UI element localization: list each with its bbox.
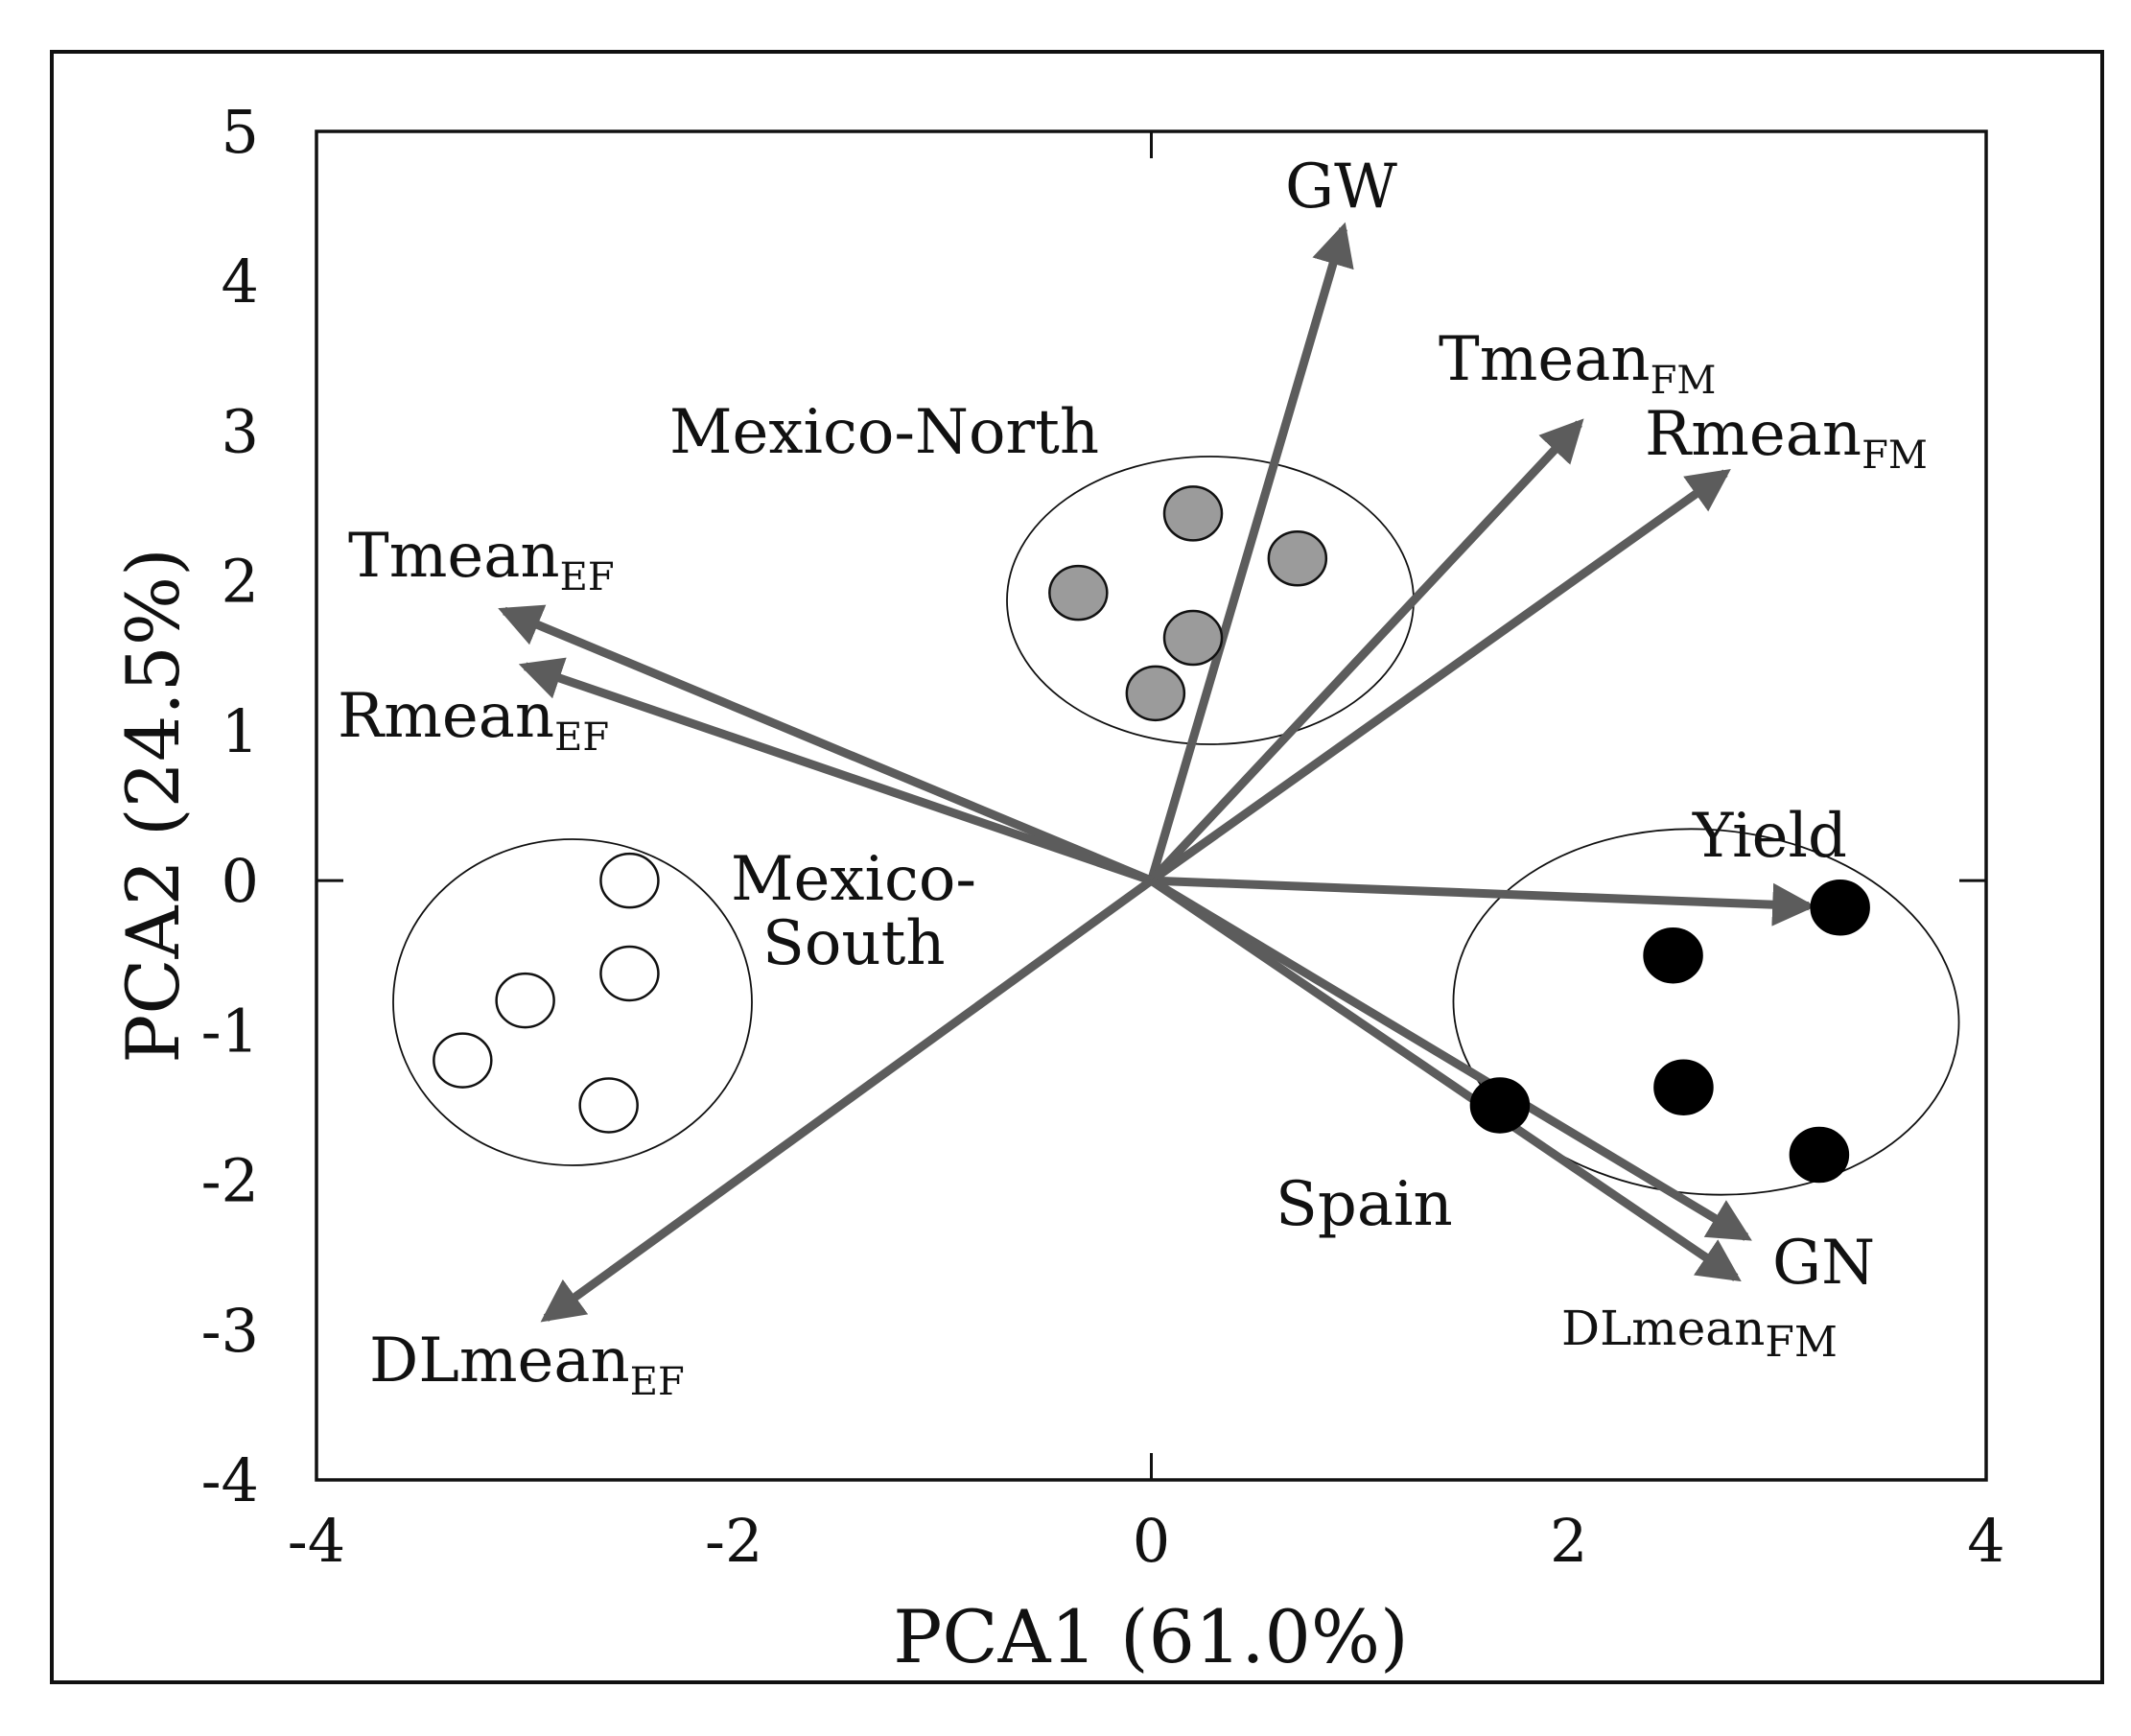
point-spain bbox=[1789, 1126, 1850, 1184]
point-spain bbox=[1653, 1059, 1714, 1115]
vector-labels: GW TmeanFM RmeanFM TmeanEF RmeanEF Yield… bbox=[338, 152, 1928, 1404]
vector-arrow-gn bbox=[1149, 877, 1752, 1241]
point-spain bbox=[1810, 879, 1870, 936]
y-tick-label: 1 bbox=[222, 696, 259, 766]
y-tick-label: -4 bbox=[201, 1445, 259, 1515]
vector-label-gn: GN bbox=[1772, 1228, 1875, 1299]
vector-label-gw: GW bbox=[1285, 152, 1397, 223]
x-tick-label: 2 bbox=[1550, 1506, 1587, 1576]
vector-label-rmean-ef: RmeanEF bbox=[338, 681, 609, 760]
x-tick-label: -2 bbox=[705, 1506, 762, 1576]
y-tick-labels: 5 4 3 2 1 0 -1 -2 -3 -4 bbox=[201, 97, 259, 1515]
vector-label-dlmean-fm: DLmeanFM bbox=[1561, 1301, 1838, 1367]
y-tick-label: -3 bbox=[201, 1296, 259, 1366]
y-tick-label: -1 bbox=[201, 996, 259, 1066]
figure-frame bbox=[50, 50, 2104, 1684]
vector-arrow-rmean-fm bbox=[1148, 469, 1731, 884]
vector-arrow-rmean-ef bbox=[518, 657, 1153, 885]
vector-label-tmean-fm: TmeanFM bbox=[1439, 324, 1716, 403]
x-tick-label: -4 bbox=[288, 1506, 345, 1576]
point-mexico-north bbox=[1162, 485, 1224, 542]
point-mexico-south bbox=[495, 972, 555, 1029]
point-mexico-north bbox=[1048, 564, 1109, 622]
label-spain: Spain bbox=[1276, 1169, 1453, 1240]
label-mexico-north: Mexico-North bbox=[669, 397, 1099, 468]
y-tick-label: 4 bbox=[222, 246, 259, 317]
zero-ticks bbox=[316, 131, 1986, 1480]
vector-arrow-tmean-fm bbox=[1148, 418, 1584, 884]
ellipse-spain bbox=[1452, 828, 1960, 1196]
point-mexico-south bbox=[599, 852, 660, 909]
vector-arrow-dlmean-fm bbox=[1148, 877, 1742, 1282]
label-mexico-south-line2: South bbox=[762, 908, 946, 979]
vector-arrow-dlmean-ef bbox=[540, 877, 1155, 1323]
point-mexico-south bbox=[578, 1077, 639, 1134]
vector-label-yield: Yield bbox=[1692, 801, 1847, 872]
vector-label-dlmean-ef: DLmeanEF bbox=[369, 1325, 685, 1404]
y-tick-label: 2 bbox=[222, 547, 259, 617]
vector-label-tmean-ef: TmeanEF bbox=[348, 521, 615, 599]
vector-arrow-tmean-ef bbox=[498, 604, 1154, 885]
x-tick-label: 0 bbox=[1133, 1506, 1170, 1576]
vector-label-rmean-fm: RmeanFM bbox=[1645, 399, 1928, 478]
point-mexico-north bbox=[1125, 665, 1186, 722]
y-tick-label: 0 bbox=[222, 846, 259, 916]
point-mexico-south bbox=[433, 1032, 493, 1089]
y-tick-label: 3 bbox=[222, 396, 259, 466]
y-tick-label: 5 bbox=[222, 97, 259, 167]
point-mexico-south bbox=[599, 945, 660, 1002]
y-axis-title: PCA2 (24.5%) bbox=[110, 548, 196, 1063]
point-mexico-north bbox=[1267, 529, 1328, 587]
x-tick-label: 4 bbox=[1967, 1506, 2004, 1576]
label-mexico-south-line1: Mexico- bbox=[731, 844, 976, 915]
vector-arrow-yield bbox=[1151, 876, 1816, 927]
point-spain bbox=[1643, 927, 1703, 984]
x-tick-labels: -4 -2 0 2 4 bbox=[288, 1506, 2005, 1576]
x-axis-title: PCA1 (61.0%) bbox=[893, 1594, 1408, 1679]
loading-vectors bbox=[498, 222, 1816, 1323]
ellipse-mexico-south bbox=[392, 838, 753, 1166]
point-mexico-north bbox=[1162, 609, 1224, 667]
point-spain bbox=[1469, 1077, 1531, 1134]
vector-arrow-gw bbox=[1147, 222, 1354, 882]
y-tick-label: -2 bbox=[201, 1146, 259, 1216]
score-points bbox=[433, 485, 1870, 1184]
